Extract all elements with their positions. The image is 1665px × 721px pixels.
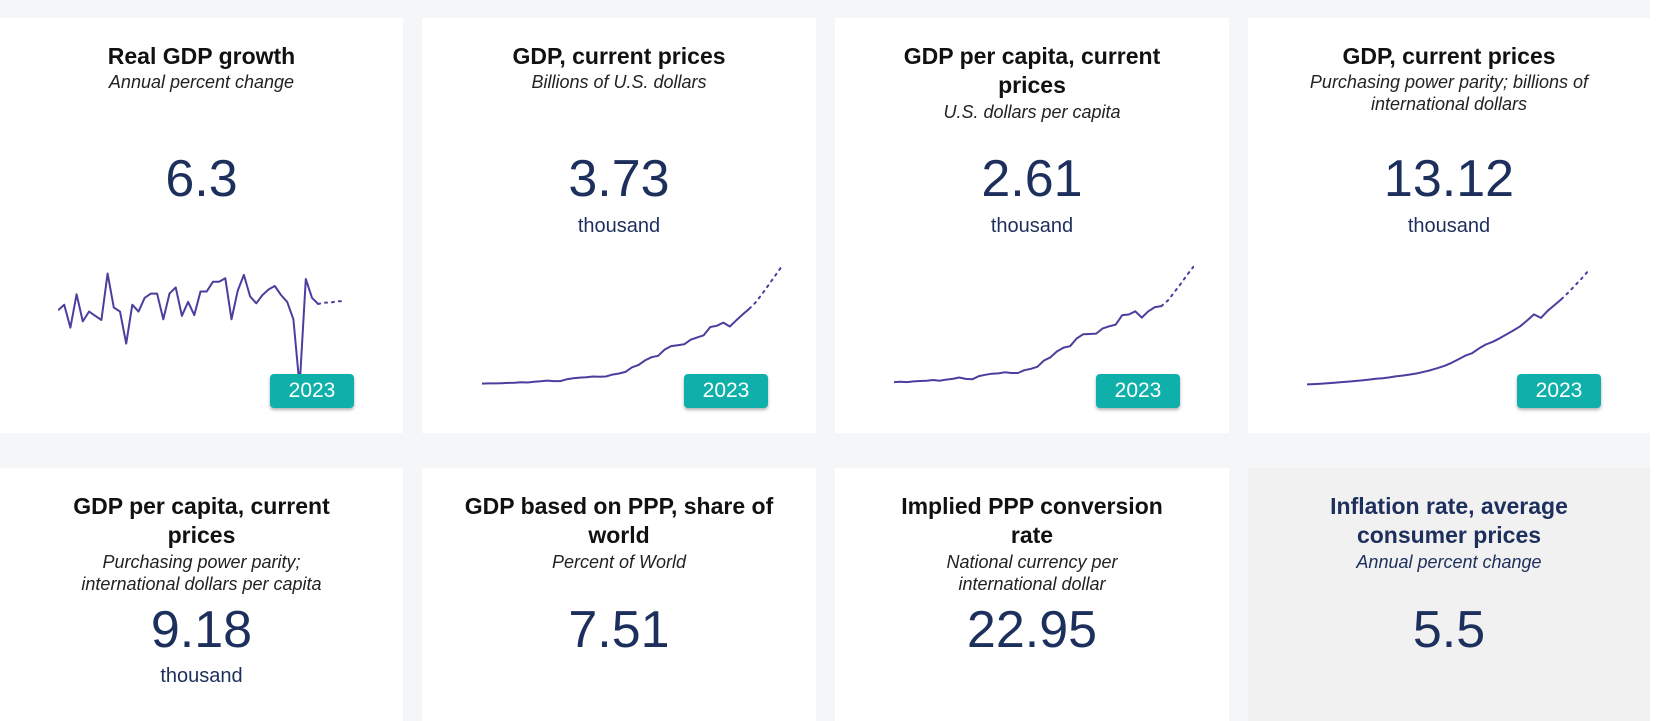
indicator-card-inflation-rate[interactable]: Inflation rate, average consumer prices … xyxy=(1248,468,1650,721)
card-title: GDP per capita, current prices xyxy=(903,43,1161,98)
year-badge-button[interactable]: 2023 xyxy=(684,374,768,408)
card-value: 3.73 xyxy=(568,150,670,208)
indicator-card-real-gdp-growth[interactable]: Real GDP growth Annual percent change 6.… xyxy=(0,18,403,433)
indicator-card-gdp-per-capita-ppp[interactable]: GDP per capita, current prices Purchasin… xyxy=(0,468,403,721)
indicator-card-gdp-per-capita[interactable]: GDP per capita, current prices U.S. doll… xyxy=(835,18,1229,433)
card-title: Real GDP growth xyxy=(107,43,296,69)
indicator-card-gdp-current-prices[interactable]: GDP, current prices Billions of U.S. dol… xyxy=(422,18,816,433)
card-unit: thousand xyxy=(1407,215,1491,237)
indicator-card-gdp-ppp-share[interactable]: GDP based on PPP, share of world Percent… xyxy=(422,468,816,721)
card-subtitle: Percent of World xyxy=(551,552,687,572)
card-subtitle: U.S. dollars per capita xyxy=(943,102,1121,122)
card-title: Implied PPP conversion rate xyxy=(901,493,1163,548)
year-badge-button[interactable]: 2023 xyxy=(1096,374,1180,408)
card-subtitle: Billions of U.S. dollars xyxy=(531,72,707,92)
card-value: 2.61 xyxy=(981,150,1083,208)
sparkline-chart xyxy=(1307,270,1589,386)
card-title: Inflation rate, average consumer prices xyxy=(1330,493,1568,548)
card-title: GDP, current prices xyxy=(512,43,726,69)
sparkline-actual-series xyxy=(894,305,1162,384)
sparkline-actual-series xyxy=(1307,298,1563,386)
sparkline-actual-series xyxy=(482,307,751,385)
sparkline-forecast-series xyxy=(1160,266,1194,308)
card-title: GDP per capita, current prices xyxy=(73,493,330,548)
sparkline-chart xyxy=(58,272,343,388)
card-subtitle: Purchasing power parity; billions of int… xyxy=(1309,72,1589,114)
card-value: 7.51 xyxy=(568,601,670,659)
card-subtitle: Annual percent change xyxy=(108,72,295,92)
sparkline-forecast-series xyxy=(317,300,343,305)
sparkline-forecast-series xyxy=(748,266,782,310)
card-subtitle: Purchasing power parity; international d… xyxy=(81,552,322,594)
indicator-card-gdp-ppp[interactable]: GDP, current prices Purchasing power par… xyxy=(1248,18,1650,433)
card-value: 22.95 xyxy=(966,601,1098,659)
card-title: GDP based on PPP, share of world xyxy=(464,493,774,548)
page-scrollbar[interactable] xyxy=(1650,0,1665,721)
card-unit: thousand xyxy=(577,215,661,237)
sparkline-actual-series xyxy=(58,272,319,388)
card-value: 9.18 xyxy=(150,601,253,659)
card-value: 13.12 xyxy=(1383,150,1515,208)
card-value: 6.3 xyxy=(165,150,238,208)
card-title: GDP, current prices xyxy=(1342,43,1556,69)
card-subtitle: National currency per international doll… xyxy=(946,552,1118,594)
year-badge-button[interactable]: 2023 xyxy=(270,374,354,408)
card-unit: thousand xyxy=(990,215,1074,237)
sparkline-chart xyxy=(894,266,1194,384)
card-value: 5.5 xyxy=(1412,601,1486,659)
sparkline-forecast-series xyxy=(1560,270,1589,301)
indicator-card-implied-ppp-rate[interactable]: Implied PPP conversion rate National cur… xyxy=(835,468,1229,721)
year-badge-button[interactable]: 2023 xyxy=(1517,374,1601,408)
card-subtitle: Annual percent change xyxy=(1356,552,1542,572)
card-unit: thousand xyxy=(160,665,243,687)
sparkline-chart xyxy=(482,266,782,385)
